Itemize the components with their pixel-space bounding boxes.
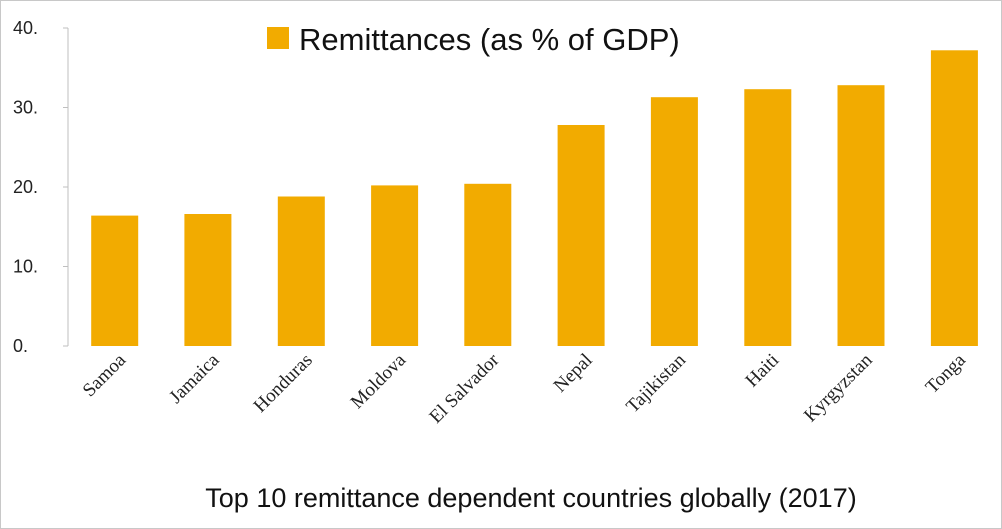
y-axis: 0. 10. 20. 30. 40. <box>13 18 69 356</box>
legend: Remittances (as % of GDP) <box>267 22 680 57</box>
bar <box>277 196 325 346</box>
x-category-label: Samoa <box>79 349 131 401</box>
bar <box>837 85 885 346</box>
x-category-label: Tonga <box>922 349 971 398</box>
bar <box>557 125 605 346</box>
x-category-label: Tajikistan <box>622 349 690 417</box>
y-tick-label: 40. <box>13 18 38 38</box>
bar <box>930 50 978 347</box>
bar <box>650 97 698 346</box>
x-category-label: El Salvador <box>425 349 503 427</box>
bar <box>184 214 232 346</box>
x-category-label: Honduras <box>250 350 317 417</box>
x-category-label: Haiti <box>742 350 784 392</box>
bar <box>371 185 419 346</box>
bar <box>91 215 139 346</box>
x-category-label: Nepal <box>550 350 597 397</box>
y-tick-label: 20. <box>13 177 38 197</box>
x-category-label: Kyrgyzstan <box>800 349 877 426</box>
bar <box>464 183 512 346</box>
bars <box>91 50 978 347</box>
y-tick-label: 30. <box>13 98 38 118</box>
x-category-label: Jamaica <box>165 349 224 408</box>
legend-swatch <box>267 27 289 49</box>
chart-caption: Top 10 remittance dependent countries gl… <box>205 483 856 513</box>
legend-label: Remittances (as % of GDP) <box>299 22 680 57</box>
y-tick-label: 0. <box>13 336 28 356</box>
y-tick-label: 10. <box>13 257 38 277</box>
bar <box>744 89 792 346</box>
x-axis: Samoa Jamaica Honduras Moldova El Salvador Ne… <box>79 349 971 427</box>
x-category-label: Moldova <box>347 349 411 413</box>
